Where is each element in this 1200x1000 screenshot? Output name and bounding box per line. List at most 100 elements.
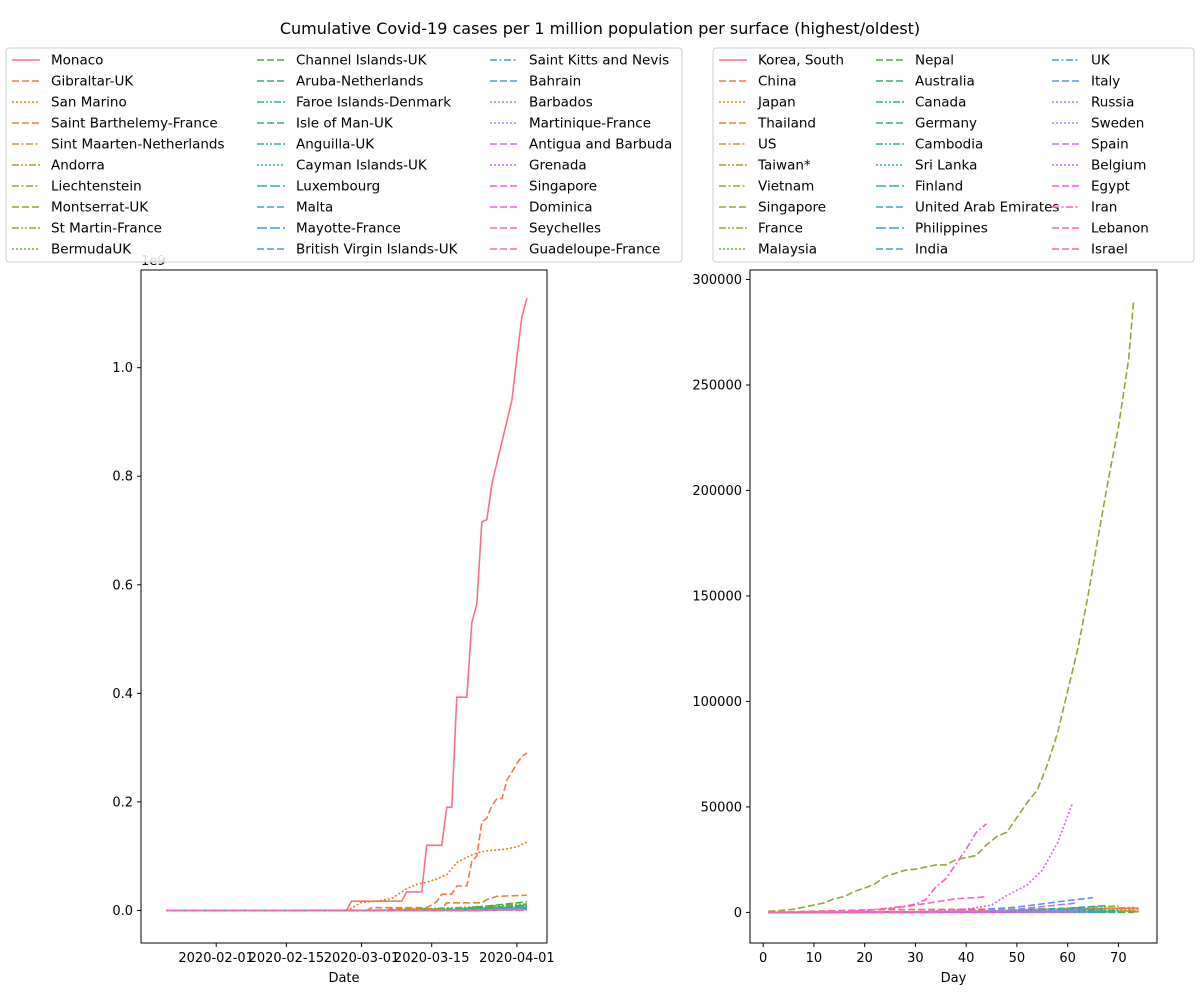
x-tick-label: 40 [958,951,975,966]
y-tick-label: 150000 [692,589,742,604]
y-tick-label: 250000 [692,378,742,393]
x-tick-label: 2020-02-01 [178,951,254,966]
legend-label: Belgium [1091,158,1146,174]
legend-label: Egypt [1091,179,1130,195]
x-axis-label: Day [941,971,967,986]
legend-label: India [915,242,948,258]
legend-label: Channel Islands-UK [296,53,428,69]
legend-label: Russia [1091,95,1134,111]
legend-label: Isle of Man-UK [296,116,394,132]
series-line [166,841,528,912]
legend: Monaco Gibraltar-UK San Marino Saint Barthe… [5,47,683,263]
y-tick-label: 200000 [692,484,742,499]
y-tick-label: 0 [734,906,742,921]
legend-label: Cayman Islands-UK [296,158,428,174]
x-tick-label: 2020-03-01 [324,951,400,966]
legend-label: Singapore [758,200,826,216]
legend-label: Guadeloupe-France [529,242,660,258]
x-tick-label: 60 [1059,951,1076,966]
legend-label: Luxembourg [296,179,380,195]
legend: Korea, South China Japan Thailand US Taiwan* V… [712,47,1195,263]
legend-label: Sint Maarten-Netherlands [51,137,225,153]
legend-label: Barbados [529,95,593,111]
x-tick-label: 0 [759,951,767,966]
legend-label: US [758,137,776,153]
legend-label: Antigua and Barbuda [529,137,672,153]
y-tick-label: 100000 [692,695,742,710]
legend-label: Mayotte-France [296,221,401,237]
series-line [166,298,528,912]
y-tick-label: 50000 [701,800,742,815]
legend-label: Faroe Islands-Denmark [296,95,451,111]
y-tick-label: 1.0 [112,361,133,376]
legend-label: Martinique-France [529,116,651,132]
legend-label: Saint Kitts and Nevis [529,53,669,69]
legend-label: Korea, South [758,53,844,69]
x-tick-label: 70 [1110,951,1127,966]
series-line [768,802,1074,914]
x-tick-label: 30 [907,951,924,966]
legend-label: Nepal [915,53,954,69]
legend-label: France [758,221,803,237]
y-tick-label: 0.4 [112,687,133,702]
series-line [166,906,527,912]
legend-label: Malta [296,200,333,216]
legend-label: Taiwan* [757,158,811,174]
legend-label: Anguilla-UK [296,137,375,153]
legend-label: Sweden [1091,116,1144,132]
legend-label: Vietnam [758,179,814,195]
chart-right: 0 10 20 30 40 50 60 70 0 50000 100000 150000 200000 2… [692,47,1195,986]
legend-label: Israel [1091,242,1128,258]
y-tick-label: 0.6 [112,578,133,593]
legend-label: Finland [915,179,963,195]
legend-label: BermudaUK [51,242,132,258]
legend-label: China [758,74,797,90]
series-line [768,902,1078,914]
legend-label: Malaysia [758,242,817,258]
legend-label: Japan [757,95,796,111]
series-line [768,823,988,914]
series-line [768,909,987,914]
y-tick-label: 300000 [692,273,742,288]
legend-label: Aruba-Netherlands [296,74,423,90]
legend-label: Italy [1091,74,1120,90]
legend-label: Gibraltar-UK [51,74,134,90]
plot-frame [749,269,1158,944]
series-line [166,752,528,912]
series-line [166,909,527,912]
legend-label: Grenada [529,158,587,174]
series-line [768,300,1135,913]
legend-label: Liechtenstein [51,179,142,195]
legend-label: Saint Barthelemy-France [51,116,218,132]
series-lines [768,300,1139,914]
legend-label: Andorra [51,158,105,174]
x-tick-label: 20 [856,951,873,966]
x-tick-label: 2020-04-01 [479,951,555,966]
legend-label: Thailand [757,116,816,132]
legend-label: Lebanon [1091,221,1149,237]
legend-label: Monaco [51,53,103,69]
legend-label: Dominica [529,200,593,216]
legend-label: British Virgin Islands-UK [296,242,459,258]
legend-label: Philippines [915,221,988,237]
plot-frame [140,269,548,944]
legend-label: Germany [915,116,977,132]
x-tick-label: 2020-03-15 [394,951,470,966]
x-tick-label: 50 [1009,951,1026,966]
legend-label: Montserrat-UK [51,200,149,216]
legend-label: United Arab Emirates [915,200,1059,216]
legend-label: St Martin-France [51,221,162,237]
legend-label: Iran [1091,200,1117,216]
series-line [768,895,987,914]
legend-label: UK [1091,53,1111,69]
legend-label: Cambodia [915,137,983,153]
legend-label: Sri Lanka [915,158,977,174]
y-tick-label: 0.2 [112,795,133,810]
figure-title: Cumulative Covid-19 cases per 1 million … [280,19,920,38]
x-tick-label: 2020-02-15 [249,951,325,966]
x-tick-label: 10 [806,951,823,966]
legend-label: Australia [915,74,975,90]
series-lines [166,298,528,912]
x-axis-label: Date [328,971,359,986]
